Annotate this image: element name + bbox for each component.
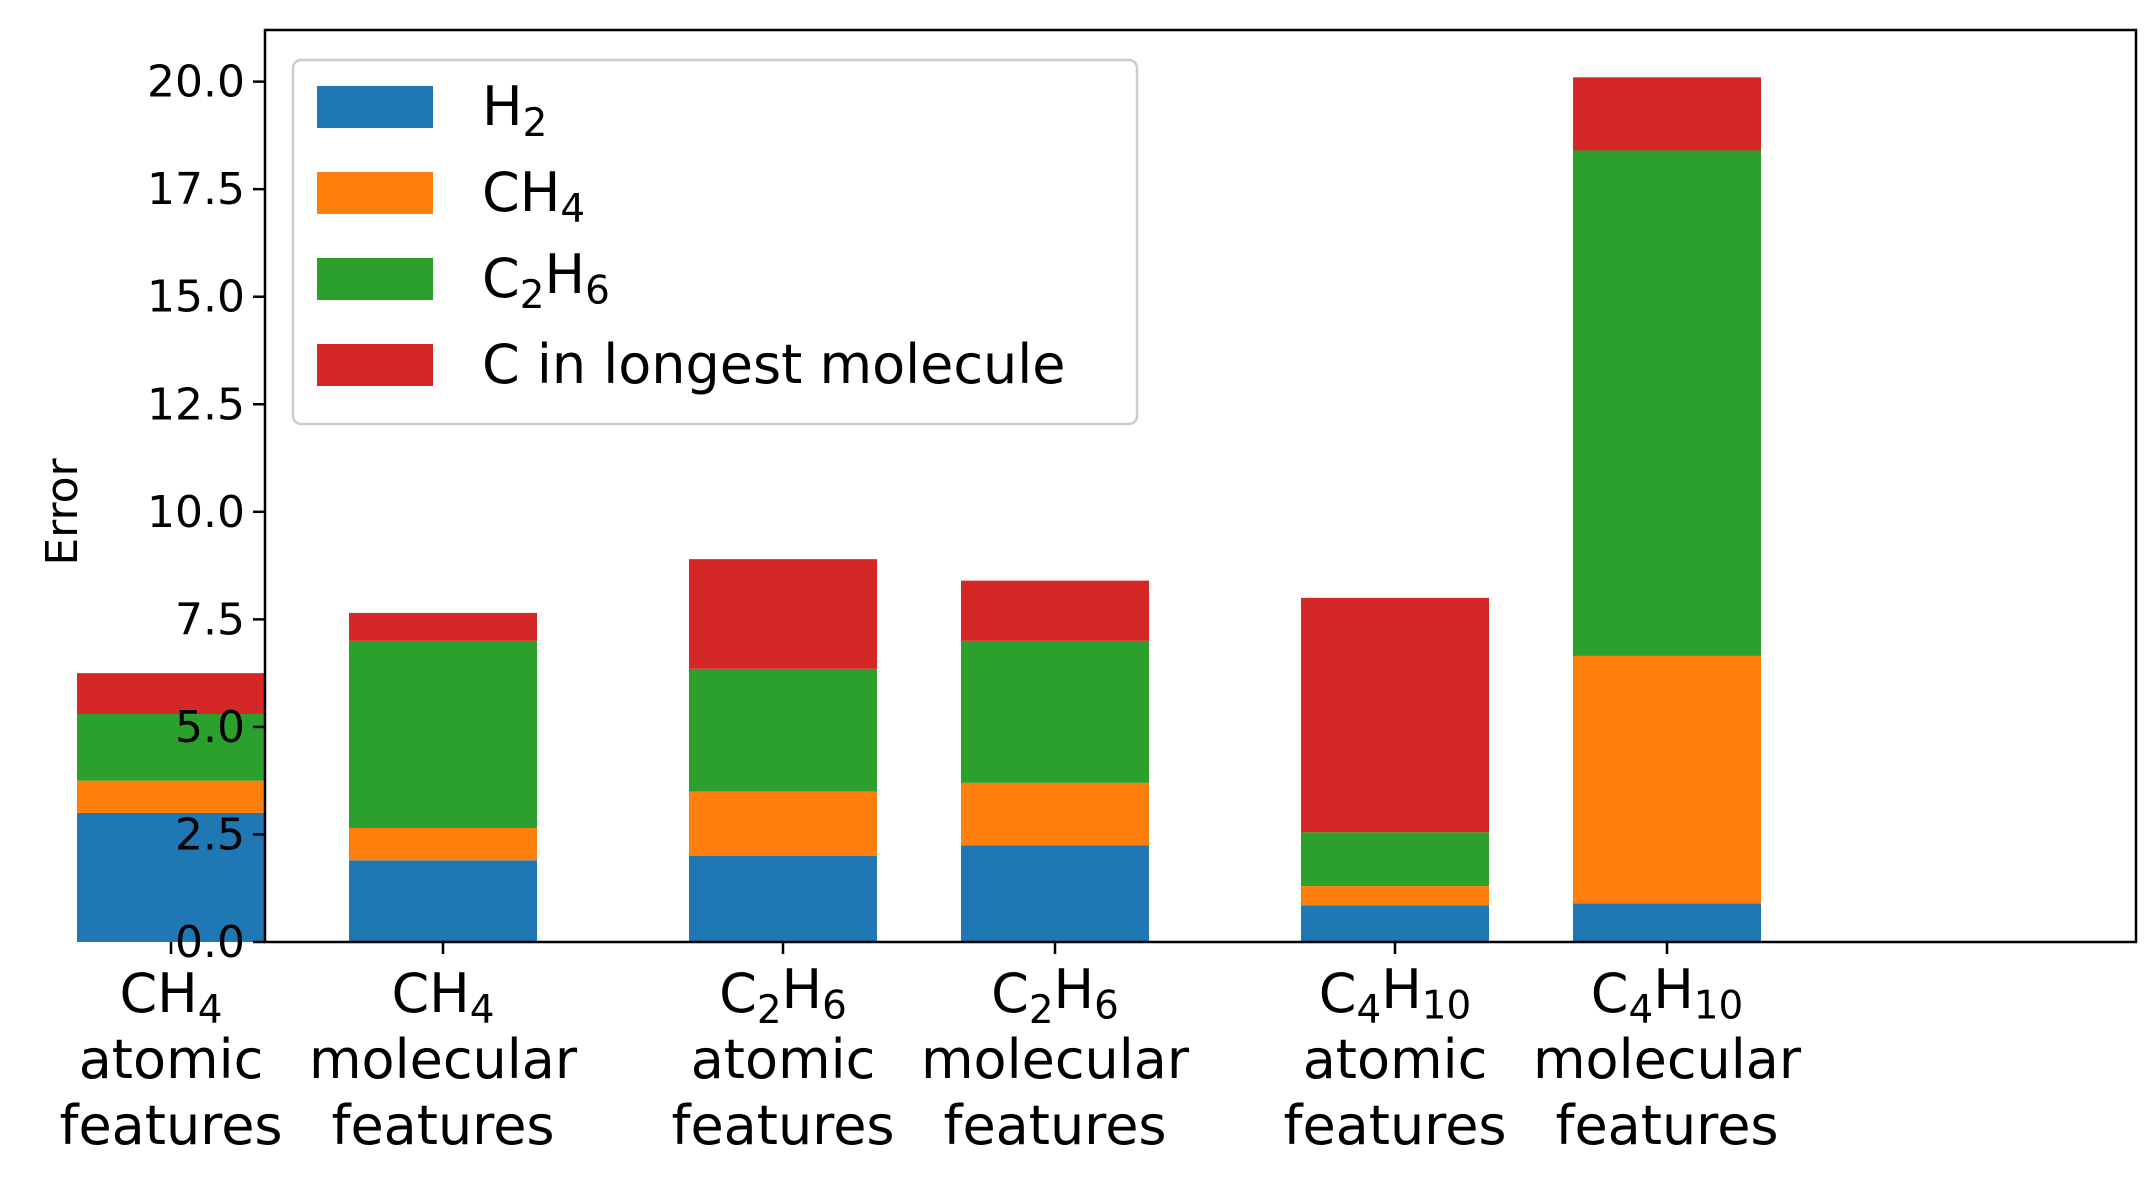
x-tick-label-formula: C2H6 [719, 958, 847, 1033]
text-run: H [482, 75, 523, 138]
text-run: 2 [1029, 988, 1054, 1033]
y-tick-label: 5.0 [175, 702, 245, 753]
bar-segment [689, 855, 877, 942]
legend-label: CH4 [482, 161, 585, 232]
y-tick-label: 17.5 [147, 164, 245, 215]
x-tick-label-line3: features [1555, 1094, 1778, 1157]
x-tick-label-line2: molecular [1533, 1028, 1802, 1091]
text-run: 6 [585, 269, 610, 314]
text-run: C [991, 962, 1029, 1025]
text-run: CH [391, 962, 469, 1025]
text-run: C in longest molecule [482, 333, 1066, 396]
bar-segment [349, 640, 537, 828]
x-tick-label-line3: features [943, 1094, 1166, 1157]
text-run: 4 [1356, 988, 1381, 1033]
y-axis-label: Error [37, 457, 88, 565]
bar-segment [1573, 150, 1761, 656]
text-run: 4 [560, 187, 585, 232]
bars-layer [77, 77, 1761, 942]
x-tick-label-line3: features [671, 1094, 894, 1157]
text-run: CH [482, 161, 560, 224]
y-tick-label: 2.5 [175, 809, 245, 860]
text-run: 10 [1422, 984, 1471, 1029]
legend-swatch [317, 258, 433, 300]
bar-segment [689, 791, 877, 856]
bar-segment [77, 714, 265, 781]
bar-segment [961, 640, 1149, 783]
y-axis: 0.0 2.5 5.0 7.5 10.0 12.5 15.0 17.5 20.0 [147, 57, 265, 968]
bar-segment [1301, 832, 1489, 887]
bar-segment [349, 828, 537, 861]
x-axis: CH4atomicfeaturesCH4molecularfeaturesC2H… [59, 942, 1802, 1157]
bar-segment [77, 780, 265, 813]
bar-segment [1573, 77, 1761, 151]
text-run: H [1653, 958, 1694, 1021]
y-tick-label: 7.5 [175, 594, 245, 645]
legend-swatch [317, 344, 433, 386]
text-run: 2 [523, 101, 548, 146]
text-run: CH [119, 962, 197, 1025]
bar-segment [961, 845, 1149, 942]
y-tick-label: 15.0 [147, 272, 245, 323]
bar-segment [77, 673, 265, 714]
bar-segment [961, 782, 1149, 846]
text-run: C [719, 962, 757, 1025]
text-run: 2 [757, 988, 782, 1033]
text-run: 6 [822, 984, 847, 1029]
x-tick-label-line2: molecular [921, 1028, 1190, 1091]
text-run: H [544, 243, 585, 306]
text-run: H [1054, 958, 1095, 1021]
y-tick-label: 10.0 [147, 487, 245, 538]
plot-frame [263, 28, 2138, 944]
bar-segment [349, 860, 537, 942]
text-run: 4 [1628, 988, 1653, 1033]
bar-segment [1301, 905, 1489, 942]
x-tick-label-formula: C4H10 [1591, 958, 1744, 1033]
text-run: 2 [520, 273, 545, 318]
x-tick-label-formula: C4H10 [1319, 958, 1472, 1033]
x-tick-label-line3: features [1283, 1094, 1506, 1157]
text-run: H [1381, 958, 1422, 1021]
legend-swatch [317, 86, 433, 128]
x-tick-label-line2: atomic [691, 1028, 876, 1091]
bar-segment [1573, 655, 1761, 904]
legend-label: H2 [482, 75, 547, 146]
text-run: C [1319, 962, 1357, 1025]
y-tick-label: 12.5 [147, 379, 245, 430]
legend-label: C in longest molecule [482, 333, 1066, 396]
text-run: H [782, 958, 823, 1021]
x-tick-label-formula: CH4 [391, 962, 494, 1033]
text-run: C [1591, 962, 1629, 1025]
legend-swatch [317, 172, 433, 214]
x-tick-label-line2: molecular [309, 1028, 578, 1091]
y-tick-label: 20.0 [147, 57, 245, 108]
text-run: 4 [198, 988, 223, 1033]
bar-segment [689, 668, 877, 792]
legend-label: C2H6 [482, 243, 610, 318]
bar-segment [77, 812, 265, 942]
y-tick-label: 0.0 [175, 917, 245, 968]
x-tick-label-formula: CH4 [119, 962, 222, 1033]
bar-segment [1573, 903, 1761, 942]
x-tick-label-line2: atomic [79, 1028, 264, 1091]
text-run: 6 [1094, 984, 1119, 1029]
x-tick-label-formula: C2H6 [991, 958, 1119, 1033]
bar-segment [1301, 886, 1489, 906]
x-tick-label-line3: features [331, 1094, 554, 1157]
text-run: C [482, 247, 520, 310]
legend-box [291, 58, 1139, 426]
x-tick-label-line3: features [59, 1094, 282, 1157]
bar-segment [1301, 597, 1489, 833]
bar-segment [689, 559, 877, 669]
text-run: 10 [1694, 984, 1743, 1029]
bar-segment [961, 580, 1149, 641]
text-run: 4 [470, 988, 495, 1033]
bar-segment [349, 612, 537, 641]
x-tick-label-line2: atomic [1303, 1028, 1488, 1091]
